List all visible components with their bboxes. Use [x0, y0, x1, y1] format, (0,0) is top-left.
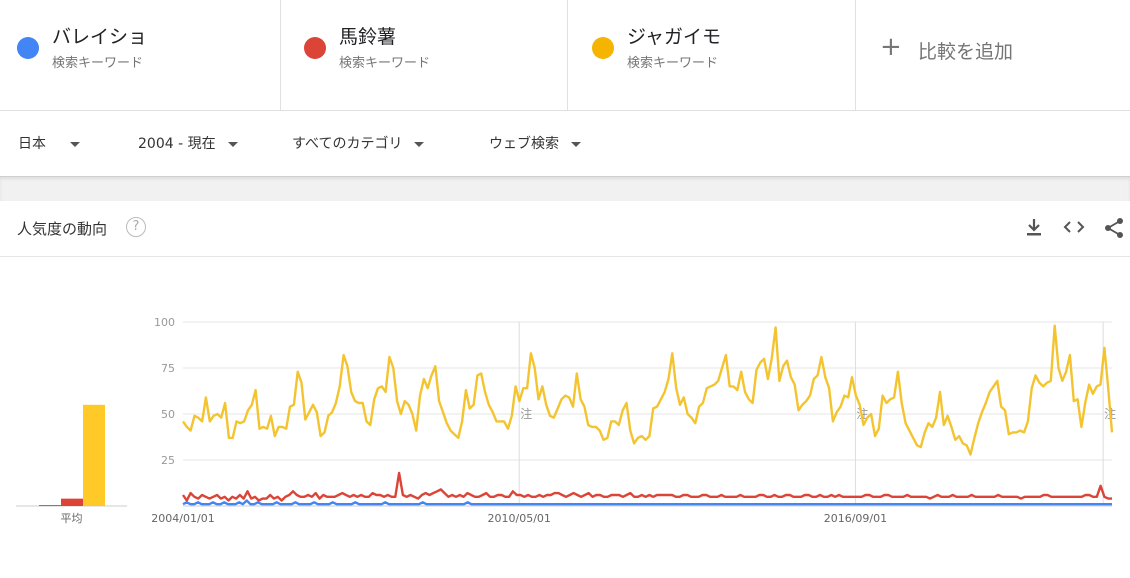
search-type-value: ウェブ検索: [489, 136, 559, 152]
add-comparison-button[interactable]: + 比較を追加: [856, 0, 1130, 110]
plus-icon: +: [880, 32, 902, 62]
card-title: 人気度の動向: [17, 220, 108, 238]
x-tick-label: 2004/01/01: [151, 512, 214, 525]
chevron-down-icon: [414, 141, 425, 147]
region-dropdown[interactable]: 日本: [18, 133, 80, 153]
term-2-type: 検索キーワード: [339, 56, 431, 71]
term-compare-bar: バレイショ 検索キーワード 馬鈴薯 検索キーワード ジャガイモ 検索キーワード …: [0, 0, 1130, 111]
chevron-down-icon: [70, 141, 80, 147]
series-line: [182, 324, 1114, 456]
term-box-1[interactable]: バレイショ 検索キーワード: [0, 0, 281, 110]
y-tick-label: 100: [154, 316, 175, 329]
average-bar: [39, 505, 61, 506]
help-icon[interactable]: ?: [126, 217, 146, 237]
embed-code-icon[interactable]: [1063, 217, 1085, 241]
series-line: [182, 499, 1112, 506]
filter-bar: 日本 2004 - 現在 すべてのカテゴリ ウェブ検索: [0, 111, 1130, 175]
y-tick-label: 75: [161, 362, 175, 375]
chevron-down-icon: [227, 141, 238, 147]
term-2-name: 馬鈴薯: [339, 26, 397, 48]
term-1-color-dot: [17, 37, 39, 59]
category-dropdown[interactable]: すべてのカテゴリ: [292, 133, 425, 153]
period-value: 2004 - 現在: [138, 136, 216, 152]
term-3-name: ジャガイモ: [627, 26, 722, 48]
region-value: 日本: [18, 136, 46, 152]
series-line: [182, 471, 1112, 502]
average-label: 平均: [61, 512, 83, 525]
term-3-type: 検索キーワード: [627, 56, 719, 71]
note-marker: 注: [520, 406, 532, 421]
average-bar: [83, 404, 105, 506]
term-2-color-dot: [304, 37, 326, 59]
category-value: すべてのカテゴリ: [292, 136, 403, 152]
chevron-down-icon: [571, 141, 581, 147]
share-icon[interactable]: [1103, 217, 1125, 243]
term-3-color-dot: [592, 37, 614, 59]
period-dropdown[interactable]: 2004 - 現在: [138, 133, 238, 153]
term-box-2[interactable]: 馬鈴薯 検索キーワード: [281, 0, 568, 110]
term-1-type: 検索キーワード: [52, 56, 144, 71]
section-separator: [0, 176, 1130, 201]
average-bar: [61, 498, 83, 506]
card-header-divider: [0, 256, 1130, 257]
add-comparison-label: 比較を追加: [918, 41, 1014, 63]
term-1-name: バレイショ: [52, 26, 148, 48]
x-tick-label: 2016/09/01: [824, 512, 887, 525]
download-icon[interactable]: [1025, 217, 1043, 241]
search-type-dropdown[interactable]: ウェブ検索: [489, 133, 581, 153]
x-tick-label: 2010/05/01: [488, 512, 551, 525]
y-tick-label: 50: [161, 408, 175, 421]
term-box-3[interactable]: ジャガイモ 検索キーワード: [568, 0, 856, 110]
y-tick-label: 25: [161, 454, 175, 467]
